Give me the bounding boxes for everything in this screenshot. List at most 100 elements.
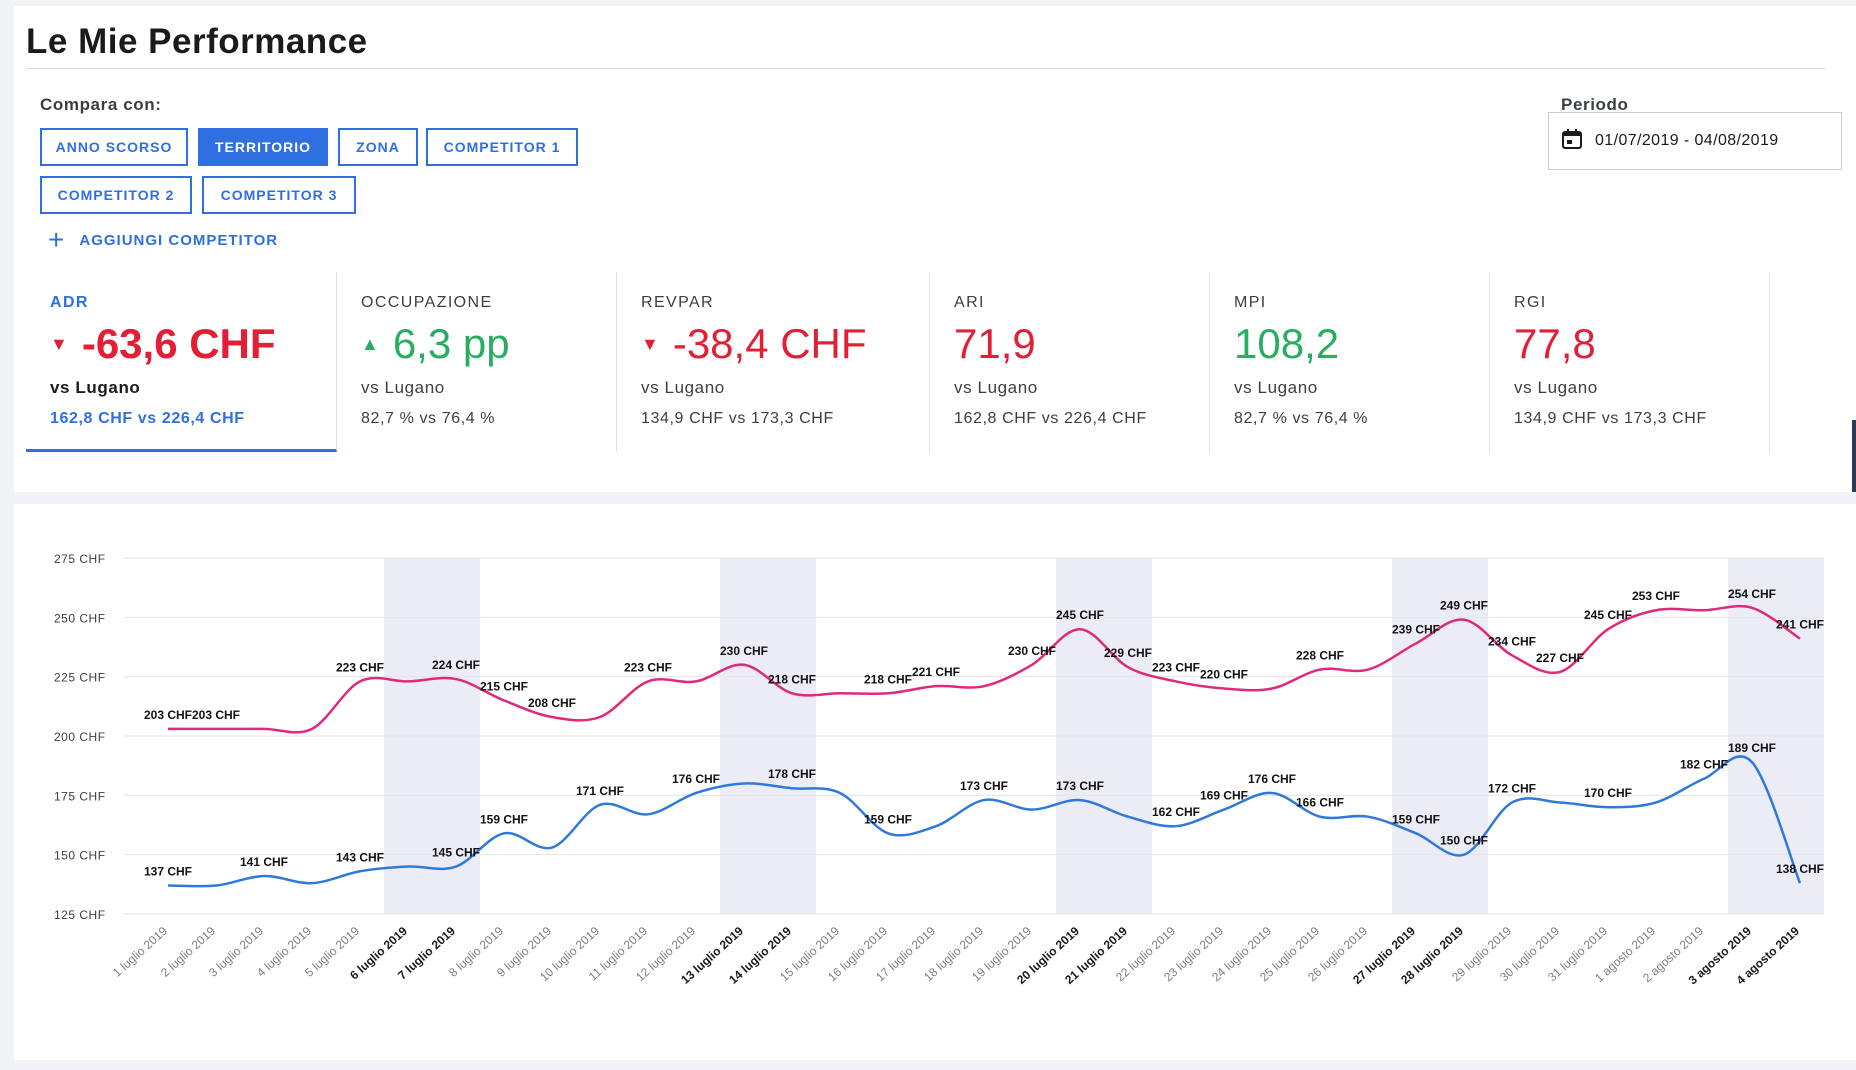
compare-territorio-button[interactable]: TERRITORIO bbox=[198, 128, 328, 166]
data-label: 145 CHF bbox=[432, 846, 480, 860]
data-label: 224 CHF bbox=[432, 658, 480, 672]
title-divider bbox=[26, 68, 1826, 69]
data-label: 162 CHF bbox=[1152, 805, 1200, 819]
period-picker[interactable]: 01/07/2019 - 04/08/2019 bbox=[1548, 112, 1842, 170]
kpi-vs: vs Lugano bbox=[50, 378, 141, 397]
data-label: 173 CHF bbox=[1056, 779, 1104, 793]
kpi-name: OCCUPAZIONE bbox=[361, 294, 493, 311]
kpi-vs: vs Lugano bbox=[641, 378, 725, 397]
arrow-down-icon: ▼ bbox=[641, 333, 659, 354]
kpi-value: 71,9 bbox=[954, 320, 1036, 368]
data-label: 230 CHF bbox=[720, 644, 768, 658]
compare-anno-scorso-button[interactable]: ANNO SCORSO bbox=[40, 128, 188, 166]
add-competitor-label: AGGIUNGI COMPETITOR bbox=[79, 231, 279, 249]
kpi-card-rgi[interactable]: RGI 77,8 vs Lugano 134,9 CHF vs 173,3 CH… bbox=[1490, 272, 1770, 452]
data-label: 169 CHF bbox=[1200, 789, 1248, 803]
kpi-value-text: -63,6 CHF bbox=[81, 320, 276, 367]
data-label: 227 CHF bbox=[1536, 651, 1584, 665]
kpi-compare: 134,9 CHF vs 173,3 CHF bbox=[641, 410, 834, 427]
kpi-card-adr[interactable]: ADR ▼ -63,6 CHF vs Lugano 162,8 CHF vs 2… bbox=[26, 272, 337, 452]
data-label: 218 CHF bbox=[768, 672, 816, 686]
kpi-value-text: 71,9 bbox=[954, 320, 1036, 367]
compare-zona-button[interactable]: ZONA bbox=[338, 128, 418, 166]
data-label: 230 CHF bbox=[1008, 644, 1056, 658]
data-label: 203 CHF bbox=[144, 708, 192, 722]
kpi-value: ▲ 6,3 pp bbox=[361, 320, 510, 368]
data-label: 143 CHF bbox=[336, 850, 384, 864]
compare-competitor-2-button[interactable]: COMPETITOR 2 bbox=[40, 176, 192, 214]
data-label: 203 CHF bbox=[192, 708, 240, 722]
data-label: 189 CHF bbox=[1728, 741, 1776, 755]
kpi-card-mpi[interactable]: MPI 108,2 vs Lugano 82,7 % vs 76,4 % bbox=[1210, 272, 1490, 452]
data-label: 221 CHF bbox=[912, 665, 960, 679]
data-label: 159 CHF bbox=[480, 812, 528, 826]
data-label: 229 CHF bbox=[1104, 646, 1152, 660]
kpi-card-ari[interactable]: ARI 71,9 vs Lugano 162,8 CHF vs 226,4 CH… bbox=[930, 272, 1210, 452]
kpi-name: ADR bbox=[50, 294, 89, 311]
y-tick-label: 275 CHF bbox=[54, 552, 106, 566]
data-label: 241 CHF bbox=[1776, 618, 1824, 632]
compare-competitor-1-button[interactable]: COMPETITOR 1 bbox=[426, 128, 578, 166]
scroll-indicator bbox=[1852, 420, 1856, 492]
chart-panel: 125 CHF 150 CHF 175 CHF 200 CHF 225 CHF 250 C… bbox=[14, 504, 1856, 1060]
kpi-name: ARI bbox=[954, 294, 985, 311]
kpi-compare: 82,7 % vs 76,4 % bbox=[1234, 410, 1369, 427]
data-label: 228 CHF bbox=[1296, 649, 1344, 663]
data-label: 254 CHF bbox=[1728, 587, 1776, 601]
kpi-card-revpar[interactable]: REVPAR ▼ -38,4 CHF vs Lugano 134,9 CHF v… bbox=[617, 272, 930, 452]
y-tick-label: 175 CHF bbox=[54, 789, 106, 803]
kpi-name: RGI bbox=[1514, 294, 1547, 311]
adr-line-chart: 125 CHF 150 CHF 175 CHF 200 CHF 225 CHF 250 C… bbox=[54, 552, 1824, 987]
data-label: 138 CHF bbox=[1776, 862, 1824, 876]
plus-icon: + bbox=[48, 224, 66, 255]
arrow-down-icon: ▼ bbox=[50, 333, 68, 354]
series-line-blue bbox=[167, 755, 1802, 888]
kpi-vs: vs Lugano bbox=[1514, 378, 1598, 397]
data-label: 173 CHF bbox=[960, 779, 1008, 793]
kpi-vs: vs Lugano bbox=[1234, 378, 1318, 397]
data-label: 218 CHF bbox=[864, 672, 912, 686]
data-label: 150 CHF bbox=[1440, 834, 1488, 848]
data-label: 159 CHF bbox=[864, 812, 912, 826]
kpi-compare: 162,8 CHF vs 226,4 CHF bbox=[50, 410, 245, 427]
data-label: 182 CHF bbox=[1680, 758, 1728, 772]
series-line-pink bbox=[168, 604, 1801, 734]
kpi-value-text: 6,3 pp bbox=[392, 320, 510, 367]
add-competitor-button[interactable]: + AGGIUNGI COMPETITOR bbox=[48, 226, 278, 254]
kpi-value: ▼ -63,6 CHF bbox=[50, 320, 276, 368]
data-label: 166 CHF bbox=[1296, 796, 1344, 810]
kpi-name: REVPAR bbox=[641, 294, 715, 311]
kpi-value-text: -38,4 CHF bbox=[672, 320, 867, 367]
compare-competitor-3-button[interactable]: COMPETITOR 3 bbox=[202, 176, 356, 214]
data-label: 253 CHF bbox=[1632, 589, 1680, 603]
y-tick-label: 225 CHF bbox=[54, 671, 106, 685]
data-label: 234 CHF bbox=[1488, 634, 1536, 648]
data-label: 239 CHF bbox=[1392, 622, 1440, 636]
data-label: 137 CHF bbox=[144, 865, 192, 879]
data-label: 176 CHF bbox=[1248, 772, 1296, 786]
y-tick-label: 150 CHF bbox=[54, 849, 106, 863]
data-label: 223 CHF bbox=[336, 660, 384, 674]
kpi-card-occupazione[interactable]: OCCUPAZIONE ▲ 6,3 pp vs Lugano 82,7 % vs… bbox=[337, 272, 617, 452]
period-label: Periodo bbox=[1561, 95, 1629, 114]
data-label: 141 CHF bbox=[240, 855, 288, 869]
arrow-up-icon: ▲ bbox=[361, 333, 379, 354]
kpi-row: ADR ▼ -63,6 CHF vs Lugano 162,8 CHF vs 2… bbox=[26, 272, 1832, 452]
kpi-vs: vs Lugano bbox=[361, 378, 445, 397]
data-label: 170 CHF bbox=[1584, 786, 1632, 800]
data-label: 223 CHF bbox=[624, 660, 672, 674]
kpi-vs: vs Lugano bbox=[954, 378, 1038, 397]
y-tick-label: 250 CHF bbox=[54, 611, 106, 625]
compare-label: Compara con: bbox=[40, 95, 162, 114]
data-label: 159 CHF bbox=[1392, 812, 1440, 826]
kpi-value: 77,8 bbox=[1514, 320, 1596, 368]
calendar-icon bbox=[1561, 128, 1583, 155]
data-label: 245 CHF bbox=[1584, 608, 1632, 622]
kpi-value-text: 108,2 bbox=[1234, 320, 1340, 367]
data-label: 176 CHF bbox=[672, 772, 720, 786]
data-label: 215 CHF bbox=[480, 679, 528, 693]
kpi-compare: 134,9 CHF vs 173,3 CHF bbox=[1514, 410, 1707, 427]
data-label: 245 CHF bbox=[1056, 608, 1104, 622]
y-tick-label: 125 CHF bbox=[54, 908, 106, 922]
kpi-name: MPI bbox=[1234, 294, 1267, 311]
